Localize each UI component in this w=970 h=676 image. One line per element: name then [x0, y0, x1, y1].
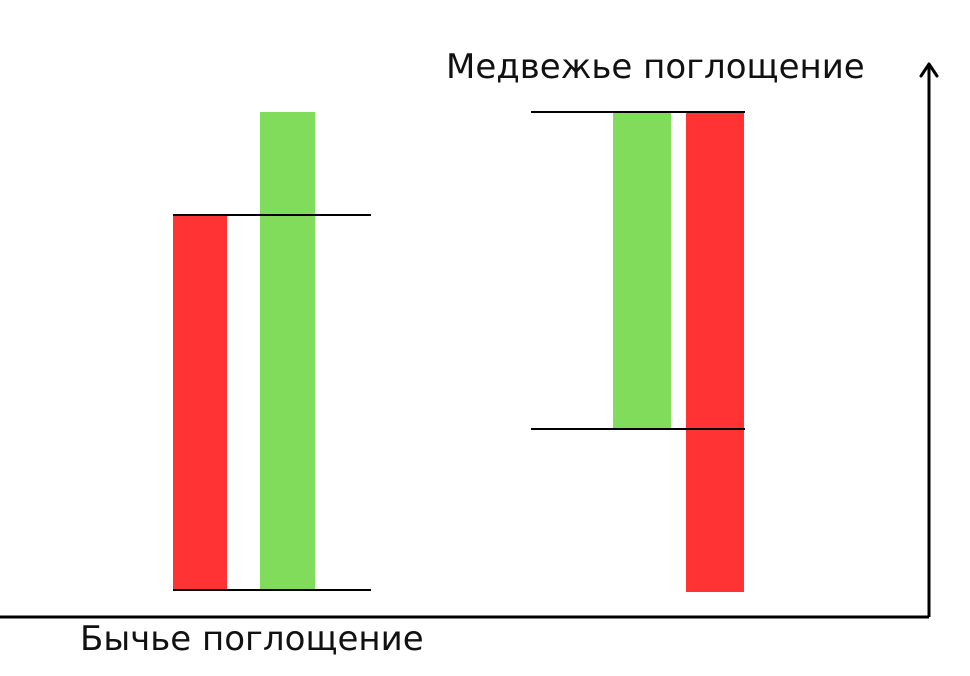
bullish-candle-engulfing	[260, 112, 315, 590]
bullish-candle-right	[613, 112, 671, 429]
bearish-engulfing-group	[531, 111, 745, 592]
bullish-engulfing-group	[173, 112, 371, 591]
bearish-candle-left	[173, 215, 227, 590]
arrow-up-icon	[919, 62, 939, 78]
bullish-engulfing-label: Бычье поглощение	[80, 619, 424, 659]
axes	[0, 62, 939, 619]
bearish-engulfing-label: Медвежье поглощение	[446, 47, 865, 87]
bearish-candle-engulfing	[686, 112, 744, 592]
